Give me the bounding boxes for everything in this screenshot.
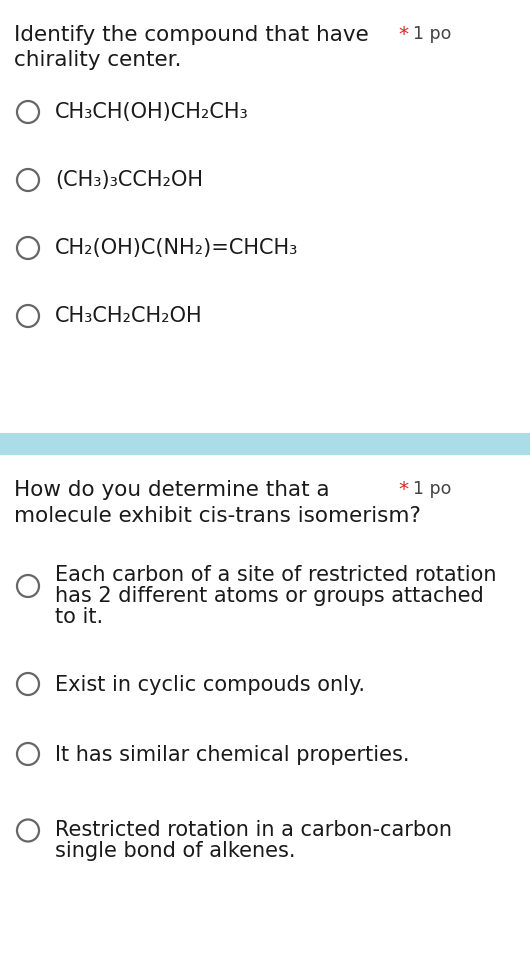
Text: Restricted rotation in a carbon-carbon: Restricted rotation in a carbon-carbon (55, 820, 452, 840)
Text: How do you determine that a: How do you determine that a (14, 480, 330, 500)
Bar (0, 433, 530, 455)
Text: molecule exhibit cis-trans isomerism?: molecule exhibit cis-trans isomerism? (14, 506, 421, 526)
Text: single bond of alkenes.: single bond of alkenes. (55, 841, 296, 861)
Text: It has similar chemical properties.: It has similar chemical properties. (55, 745, 410, 765)
Text: 1 po: 1 po (413, 480, 452, 498)
Text: *: * (398, 480, 408, 499)
Text: Identify the compound that have: Identify the compound that have (14, 25, 369, 45)
Text: CH₃CH₂CH₂OH: CH₃CH₂CH₂OH (55, 306, 202, 326)
Text: chirality center.: chirality center. (14, 50, 181, 70)
Text: *: * (398, 25, 408, 44)
Text: CH₃CH(OH)CH₂CH₃: CH₃CH(OH)CH₂CH₃ (55, 102, 249, 122)
Text: Each carbon of a site of restricted rotation: Each carbon of a site of restricted rota… (55, 565, 497, 585)
Text: to it.: to it. (55, 607, 103, 627)
Text: CH₂(OH)C(NH₂)=CHCH₃: CH₂(OH)C(NH₂)=CHCH₃ (55, 238, 298, 258)
Text: Exist in cyclic compouds only.: Exist in cyclic compouds only. (55, 675, 365, 695)
Text: has 2 different atoms or groups attached: has 2 different atoms or groups attached (55, 586, 484, 606)
Text: 1 po: 1 po (413, 25, 452, 43)
Text: (CH₃)₃CCH₂OH: (CH₃)₃CCH₂OH (55, 170, 203, 190)
